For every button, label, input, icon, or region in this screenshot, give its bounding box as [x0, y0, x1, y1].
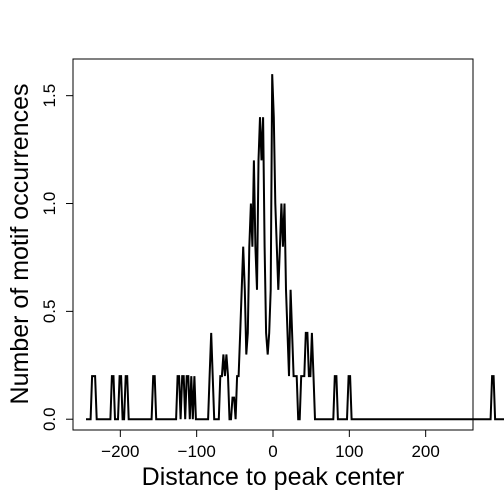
- x-tick-label: 100: [335, 442, 363, 461]
- x-tick-label: −100: [178, 442, 216, 461]
- y-axis: 0.0 0.5 1.0 1.5: [40, 84, 73, 431]
- y-axis-label: Number of motif occurrences: [6, 84, 34, 405]
- x-axis-label: Distance to peak center: [142, 463, 405, 491]
- y-tick-label: 0.0: [40, 407, 59, 431]
- y-tick-label: 0.5: [40, 300, 59, 324]
- y-tick-label: 1.5: [40, 84, 59, 108]
- y-tick-label: 1.0: [40, 192, 59, 216]
- x-tick-label: 200: [411, 442, 439, 461]
- x-tick-label: 0: [268, 442, 277, 461]
- x-tick-label: −200: [101, 442, 139, 461]
- x-axis: −200 −100 0 100 200: [101, 430, 440, 461]
- series-line: [86, 74, 504, 421]
